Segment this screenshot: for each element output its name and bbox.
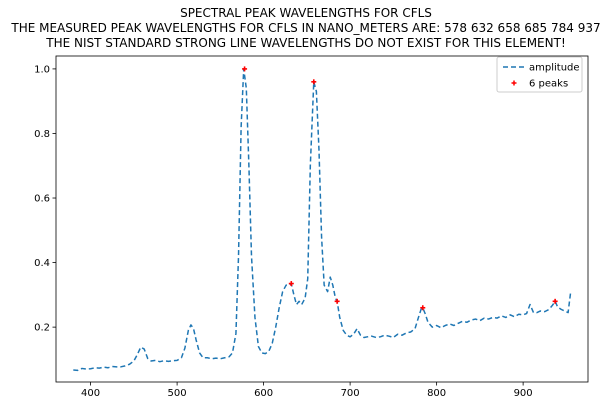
plot-area: 400 500 600 700 800 900 0.2 0.4 0.6 0.8 1.0 [34, 55, 589, 399]
peak-marker [242, 66, 248, 72]
x-tick-label: 600 [254, 388, 273, 399]
legend-peaks-swatch [511, 80, 517, 86]
peak-marker [311, 79, 317, 85]
y-tick-label: 0.2 [34, 323, 50, 334]
axes-frame [55, 55, 589, 383]
x-tick-label: 500 [168, 388, 187, 399]
legend: amplitude 6 peaks [496, 56, 583, 93]
peak-marker [288, 281, 294, 287]
peak-marker [334, 298, 340, 304]
y-tick-label: 0.4 [34, 258, 50, 269]
peak-marker [420, 305, 426, 311]
y-tick-label: 0.8 [34, 129, 50, 140]
x-tick-label: 900 [514, 388, 533, 399]
chart-title-line-3: THE NIST STANDARD STRONG LINE WAVELENGTH… [45, 36, 566, 50]
x-tick-label: 800 [427, 388, 446, 399]
legend-peaks-label: 6 peaks [529, 79, 568, 90]
amplitude-series-line [73, 68, 572, 372]
y-tick-label: 0.6 [34, 194, 50, 205]
legend-amplitude-label: amplitude [529, 63, 580, 74]
x-tick-label: 400 [81, 388, 100, 399]
legend-box [496, 56, 583, 93]
y-tick-label: 1.0 [34, 64, 50, 75]
chart-title-line-1: SPECTRAL PEAK WAVELENGTHS FOR CFLS [180, 6, 432, 20]
peak-marker [552, 298, 558, 304]
chart-title-line-2: THE MEASURED PEAK WAVELENGTHS FOR CFLS I… [10, 21, 600, 35]
x-tick-label: 700 [341, 388, 360, 399]
